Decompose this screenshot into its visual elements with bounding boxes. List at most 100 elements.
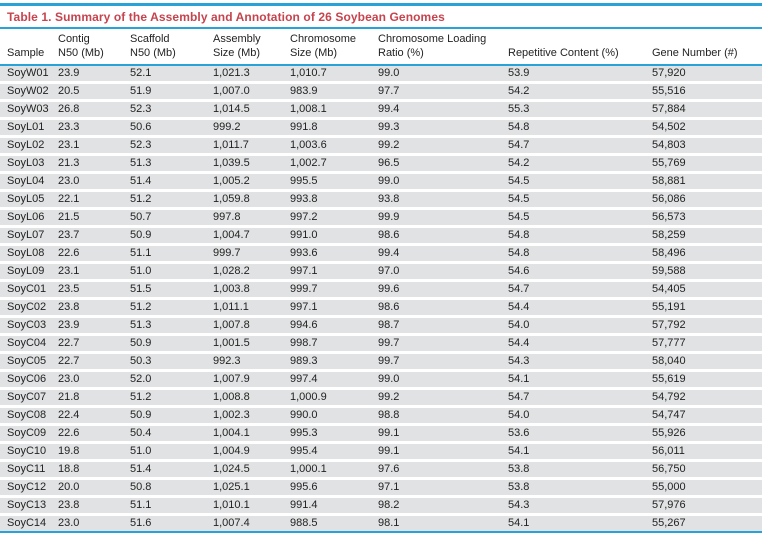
value-cell: 98.7 [371,316,501,336]
value-cell: 22.1 [51,190,123,210]
value-cell: 57,920 [645,65,762,84]
table-row: SoyC04 22.7 50.9 1,001.5 998.7 99.7 54.4 57,777 [0,334,762,354]
value-cell: 1,003.6 [283,136,371,156]
value-cell: 54.3 [501,496,645,516]
value-cell: 1,003.8 [206,280,283,300]
sample-cell: SoyL08 [0,244,51,264]
sample-cell: SoyC14 [0,514,51,533]
value-cell: 988.5 [283,514,371,533]
value-cell: 54.0 [501,406,645,426]
value-cell: 999.7 [283,280,371,300]
value-cell: 54.7 [501,388,645,408]
value-cell: 99.0 [371,172,501,192]
table-row: SoyC10 19.8 51.0 1,004.9 995.4 99.1 54.1 56,011 [0,442,762,462]
value-cell: 56,573 [645,208,762,228]
value-cell: 99.9 [371,208,501,228]
value-cell: 99.3 [371,118,501,138]
value-cell: 54.2 [501,154,645,174]
sample-cell: SoyC13 [0,496,51,516]
value-cell: 1,024.5 [206,460,283,480]
sample-cell: SoyL01 [0,118,51,138]
value-cell: 21.8 [51,388,123,408]
value-cell: 994.6 [283,316,371,336]
table-row: SoyW01 23.9 52.1 1,021.3 1,010.7 99.0 53.9 57,9… [0,65,762,84]
value-cell: 1,007.4 [206,514,283,533]
sample-cell: SoyL07 [0,226,51,246]
value-cell: 52.3 [123,100,206,120]
value-cell: 997.1 [283,298,371,318]
table-row: SoyL05 22.1 51.2 1,059.8 993.8 93.8 54.5 56,086 [0,190,762,210]
value-cell: 99.4 [371,244,501,264]
value-cell: 997.1 [283,262,371,282]
top-rule [0,3,762,6]
table-row: SoyC09 22.6 50.4 1,004.1 995.3 99.1 53.6 55,926 [0,424,762,444]
value-cell: 54,502 [645,118,762,138]
table-row: SoyL03 21.3 51.3 1,039.5 1,002.7 96.5 54.2 55,7… [0,154,762,174]
value-cell: 97.1 [371,478,501,498]
table-row: SoyL04 23.0 51.4 1,005.2 995.5 99.0 54.5 58,881 [0,172,762,192]
value-cell: 58,259 [645,226,762,246]
value-cell: 23.9 [51,316,123,336]
table-row: SoyC02 23.8 51.2 1,011.1 997.1 98.6 54.4 55,191 [0,298,762,318]
table-title: Table 1. Summary of the Assembly and Ann… [7,10,445,24]
value-cell: 23.0 [51,172,123,192]
value-cell: 54.7 [501,280,645,300]
value-cell: 995.5 [283,172,371,192]
table-row: SoyL06 21.5 50.7 997.8 997.2 99.9 54.5 56,573 [0,208,762,228]
value-cell: 999.2 [206,118,283,138]
value-cell: 97.0 [371,262,501,282]
value-cell: 995.6 [283,478,371,498]
value-cell: 55,000 [645,478,762,498]
table-row: SoyL07 23.7 50.9 1,004.7 991.0 98.6 54.8 58,259 [0,226,762,246]
value-cell: 1,004.1 [206,424,283,444]
value-cell: 55,191 [645,298,762,318]
value-cell: 50.6 [123,118,206,138]
value-cell: 1,000.1 [283,460,371,480]
value-cell: 52.3 [123,136,206,156]
value-cell: 50.7 [123,208,206,228]
value-cell: 50.8 [123,478,206,498]
sample-cell: SoyC10 [0,442,51,462]
table-row: SoyL09 23.1 51.0 1,028.2 997.1 97.0 54.6 59,588 [0,262,762,282]
value-cell: 58,881 [645,172,762,192]
value-cell: 53.8 [501,478,645,498]
value-cell: 93.8 [371,190,501,210]
value-cell: 51.3 [123,154,206,174]
value-cell: 23.3 [51,118,123,138]
value-cell: 52.0 [123,370,206,390]
value-cell: 1,008.8 [206,388,283,408]
value-cell: 983.9 [283,82,371,102]
value-cell: 23.9 [51,65,123,84]
value-cell: 59,588 [645,262,762,282]
sample-cell: SoyL09 [0,262,51,282]
value-cell: 1,039.5 [206,154,283,174]
value-cell: 1,002.7 [283,154,371,174]
value-cell: 51.4 [123,460,206,480]
value-cell: 55,267 [645,514,762,533]
value-cell: 51.6 [123,514,206,533]
table-row: SoyW02 20.5 51.9 1,007.0 983.9 97.7 54.2 55,516 [0,82,762,102]
sample-cell: SoyC02 [0,298,51,318]
sample-cell: SoyC03 [0,316,51,336]
sample-cell: SoyL02 [0,136,51,156]
value-cell: 998.7 [283,334,371,354]
sample-cell: SoyC09 [0,424,51,444]
value-cell: 21.3 [51,154,123,174]
value-cell: 53.9 [501,65,645,84]
value-cell: 98.1 [371,514,501,533]
value-cell: 997.8 [206,208,283,228]
value-cell: 54.4 [501,334,645,354]
value-cell: 23.5 [51,280,123,300]
table-row: SoyL01 23.3 50.6 999.2 991.8 99.3 54.8 54,502 [0,118,762,138]
sample-cell: SoyC12 [0,478,51,498]
value-cell: 50.9 [123,334,206,354]
value-cell: 51.5 [123,280,206,300]
value-cell: 57,792 [645,316,762,336]
value-cell: 53.6 [501,424,645,444]
value-cell: 997.4 [283,370,371,390]
value-cell: 57,976 [645,496,762,516]
value-cell: 54.3 [501,352,645,372]
value-cell: 51.9 [123,82,206,102]
value-cell: 99.0 [371,370,501,390]
value-cell: 57,777 [645,334,762,354]
